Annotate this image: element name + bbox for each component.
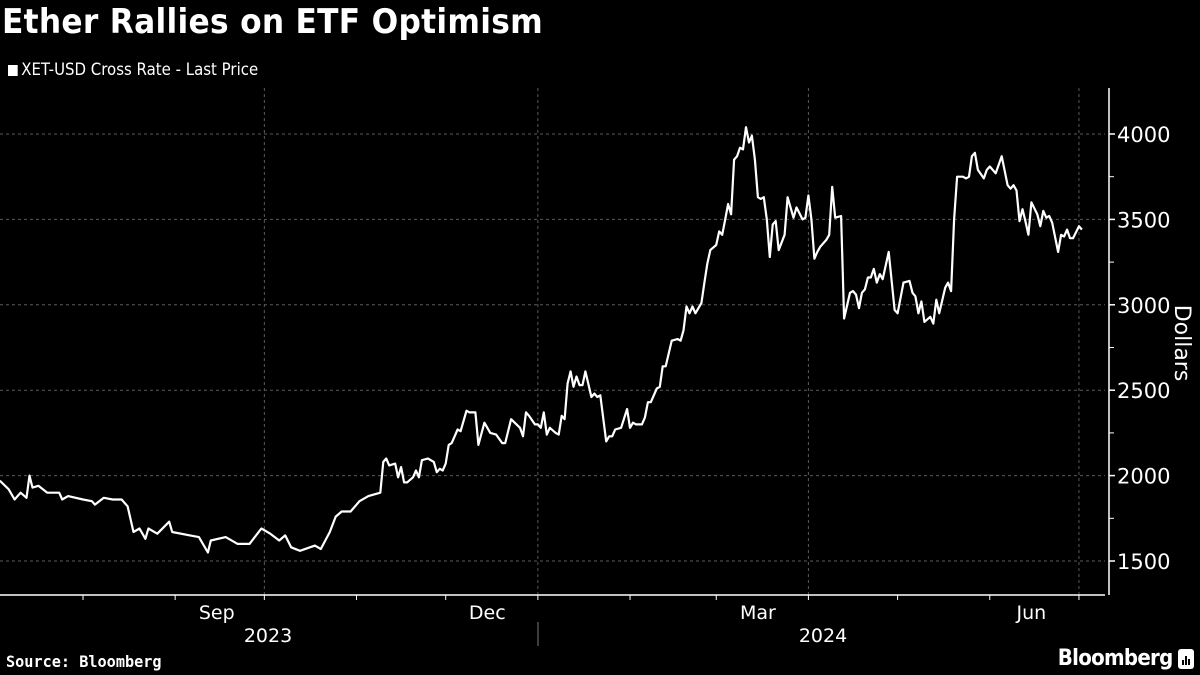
x-tick-label-month: Dec: [469, 602, 506, 624]
y-tick-label: 2500: [1117, 379, 1170, 403]
y-tick-labels: 1500 2000 2500 3000 3500 4000: [1117, 123, 1170, 574]
brand-name: Bloomberg: [1058, 646, 1173, 671]
x-tick-labels: Sep Dec Mar Jun 2023 2024: [199, 602, 1046, 647]
x-tick-label-year: 2023: [244, 625, 292, 647]
legend-swatch: [8, 64, 18, 76]
axes: [0, 88, 1115, 646]
y-axis-label: Dollars: [1169, 305, 1194, 382]
series-line-xet-usd: [0, 126, 1083, 554]
y-tick-label: 4000: [1117, 123, 1170, 147]
source-note: Source: Bloomberg: [6, 652, 162, 671]
y-tick-label: 1500: [1117, 550, 1170, 574]
x-tick-label-year: 2024: [799, 625, 847, 647]
x-tick-label-month: Mar: [740, 602, 776, 624]
bloomberg-chart-icon: [1178, 648, 1194, 669]
x-tick-label-month: Jun: [1016, 602, 1047, 624]
y-tick-label: 3000: [1117, 294, 1170, 318]
bloomberg-logo: Bloomberg: [1045, 646, 1194, 671]
x-tick-label-month: Sep: [199, 602, 235, 624]
grid: [0, 88, 1105, 595]
y-tick-label: 3500: [1117, 208, 1170, 232]
chart-title: Ether Rallies on ETF Optimism: [2, 2, 544, 42]
legend: XET-USD Cross Rate - Last Price: [8, 60, 258, 80]
y-tick-label: 2000: [1117, 465, 1170, 489]
legend-label: XET-USD Cross Rate - Last Price: [21, 60, 259, 80]
